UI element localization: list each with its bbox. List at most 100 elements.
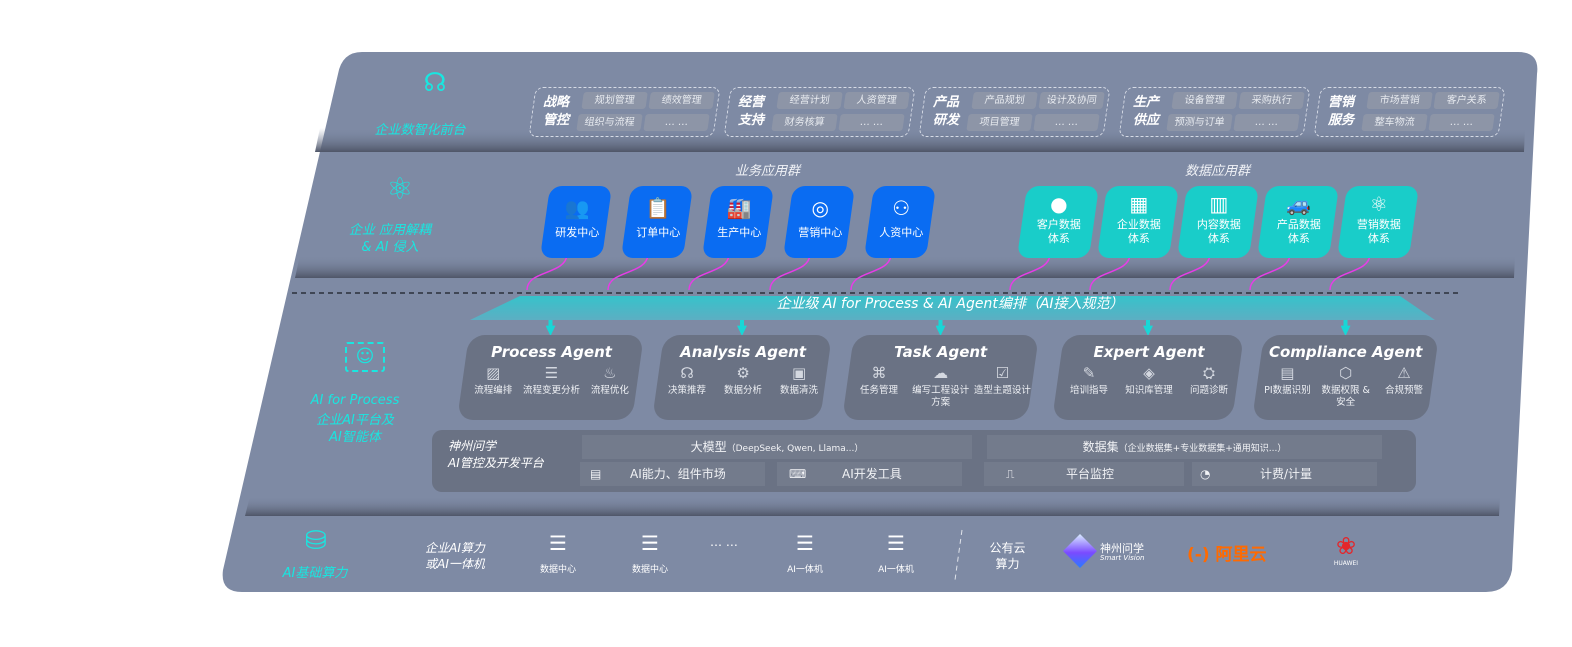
agent-capability[interactable]: ☁ 编写工程设计方案: [910, 364, 971, 409]
tile-label: 人资中心: [879, 226, 924, 239]
category-item[interactable]: 整车物流: [1361, 114, 1428, 131]
category-item[interactable]: 经营计划: [776, 92, 843, 109]
category-item[interactable]: 市场营销: [1366, 92, 1433, 109]
agent-card[interactable]: Compliance Agent ▤ PI数据识别 ⬡ 数据权限 & 安全 ⚠ 合规预警: [1252, 335, 1439, 420]
data-group-title: 数据应用群: [1185, 164, 1251, 179]
data-tile[interactable]: ⚛ 营销数据 体系: [1336, 186, 1420, 258]
agent-card[interactable]: Task Agent ⌘ 任务管理 ☁ 编写工程设计方案 ☑ 造型主题设计: [842, 335, 1039, 420]
category-item[interactable]: 预测与订单: [1166, 114, 1233, 131]
category-item[interactable]: … …: [643, 114, 710, 131]
business-tile[interactable]: 📋 订单中心: [620, 186, 694, 258]
capability-label: 知识库管理: [1125, 385, 1173, 396]
molecule-icon: ⚛: [386, 172, 414, 207]
tile-label: 订单中心: [636, 226, 681, 239]
model-bar: 大模型（DeepSeek, Qwen, Llama...）: [582, 435, 972, 459]
down-arrow-icon: [935, 320, 946, 336]
connector-arrow: [1009, 254, 1051, 291]
agent-capability[interactable]: ⛭ 问题诊断: [1179, 364, 1238, 397]
data-tile[interactable]: ▥ 内容数据 体系: [1176, 186, 1260, 258]
capability-label: 培训指导: [1070, 385, 1109, 396]
agent-card[interactable]: Analysis Agent ☊ 决策推荐 ⚙ 数据分析 ▣ 数据清洗: [652, 335, 832, 420]
business-tile[interactable]: 🏭 生产中心: [701, 186, 775, 258]
people-icon: ⚇: [892, 196, 911, 220]
business-tile[interactable]: 👥 研发中心: [539, 186, 613, 258]
category-item[interactable]: 人资管理: [843, 92, 910, 109]
chart-icon: ▨: [486, 364, 501, 382]
category-item[interactable]: … …: [1428, 114, 1495, 131]
capability-label: 流程变更分析: [523, 385, 581, 396]
agent-capability[interactable]: ◈ 知识库管理: [1119, 364, 1178, 397]
category-item[interactable]: 组织与流程: [576, 114, 643, 131]
agent-capability[interactable]: ▣ 数据清洗: [771, 364, 826, 397]
public-compute-label: 公有云 算力: [989, 541, 1026, 571]
tool-label: 计费/计量: [1260, 467, 1313, 481]
tool-label: AI开发工具: [842, 467, 902, 481]
category-item[interactable]: … …: [1233, 114, 1300, 131]
tool-market[interactable]: ▤ AI能力、组件市场: [580, 462, 765, 486]
layer-divider: [315, 128, 1525, 152]
agent-capability[interactable]: ▤ PI数据识别: [1258, 364, 1316, 409]
data-tile[interactable]: 🚙 产品数据 体系: [1256, 186, 1340, 258]
down-arrow-icon: [737, 320, 747, 336]
data-tile[interactable]: ● 客户数据 体系: [1016, 186, 1100, 258]
agent-capability[interactable]: ⬡ 数据权限 & 安全: [1317, 364, 1375, 409]
server-label: 数据中心: [631, 565, 668, 575]
connector-arrow: [850, 254, 892, 291]
user-icon: ●: [1050, 192, 1068, 216]
category-item[interactable]: 产品规划: [971, 92, 1038, 109]
category-item[interactable]: 规划管理: [581, 92, 648, 109]
orchestration-band: [470, 296, 1435, 320]
category-item[interactable]: … …: [1033, 114, 1100, 131]
agent-capability[interactable]: ⚠ 合规预警: [1375, 364, 1433, 409]
dataset-label: 数据集: [1082, 440, 1119, 454]
smartvision-en: Smart Vision: [1100, 554, 1145, 562]
agent-card[interactable]: Expert Agent ✎ 培训指导 ◈ 知识库管理 ⛭ 问题诊断: [1052, 335, 1244, 420]
task-icon: ⌘: [871, 364, 887, 382]
agent-title: Compliance Agent: [1268, 343, 1423, 361]
target-icon: ◎: [811, 196, 829, 220]
category-group: 营销 服务 市场营销 客户关系 整车物流… …: [1313, 87, 1506, 137]
category-item[interactable]: 设计及协同: [1038, 92, 1105, 109]
category-item[interactable]: 客户关系: [1433, 92, 1500, 109]
agent-capability[interactable]: ⌘ 任务管理: [849, 364, 910, 409]
ellipsis: … …: [710, 535, 738, 549]
layer-label-infra: AI基础算力: [282, 566, 348, 581]
connector-arrow: [688, 254, 730, 291]
tile-label: 研发中心: [555, 226, 600, 239]
down-arrow-icon: [1340, 320, 1351, 336]
category-item[interactable]: 项目管理: [966, 114, 1033, 131]
category-item[interactable]: 采购执行: [1238, 92, 1305, 109]
tile-label: 营销数据 体系: [1356, 218, 1401, 245]
tool-monitor[interactable]: ⎍ 平台监控: [984, 462, 1184, 486]
agent-capability[interactable]: ✎ 培训指导: [1059, 364, 1118, 397]
agent-capability[interactable]: ☊ 决策推荐: [659, 364, 714, 397]
category-item[interactable]: 设备管理: [1171, 92, 1238, 109]
down-arrow-icon: [545, 320, 556, 336]
agent-capability[interactable]: ♨ 流程优化: [581, 364, 639, 397]
tool-billing[interactable]: ◔ 计费/计量: [1192, 462, 1377, 486]
connector-arrow: [526, 254, 568, 291]
layer-divider: [295, 255, 1515, 278]
agent-capability[interactable]: ☑ 造型主题设计: [972, 364, 1033, 409]
business-tile[interactable]: ⚇ 人资中心: [863, 186, 937, 258]
category-item[interactable]: 绩效管理: [648, 92, 715, 109]
aliyun-mark: (-): [1187, 545, 1210, 565]
capability-label: 流程编排: [474, 385, 513, 396]
atom-icon: ⚛: [1369, 192, 1388, 216]
agent-card[interactable]: Process Agent ▨ 流程编排 ☰ 流程变更分析 ♨ 流程优化: [457, 335, 644, 420]
agent-capability[interactable]: ☰ 流程变更分析: [523, 364, 581, 397]
category-name: 产品 研发: [933, 95, 960, 128]
category-item[interactable]: … …: [838, 114, 905, 131]
category-group: 生产 供应 设备管理 采购执行 预测与订单… …: [1118, 87, 1311, 137]
aliyun-logo: (-) 阿里云: [1187, 540, 1267, 565]
category-item[interactable]: 财务核算: [771, 114, 838, 131]
data-tile[interactable]: ▦ 企业数据 体系: [1096, 186, 1180, 258]
business-tile[interactable]: ◎ 营销中心: [782, 186, 856, 258]
connector-arrow: [1089, 254, 1131, 291]
diagnose-icon: ⛭: [1203, 364, 1216, 382]
capability-label: 合规预警: [1385, 385, 1424, 396]
agent-capability[interactable]: ▨ 流程编排: [464, 364, 522, 397]
tool-devtools[interactable]: ⌨ AI开发工具: [777, 462, 962, 486]
agent-capability[interactable]: ⚙ 数据分析: [715, 364, 770, 397]
connector-arrow: [1329, 254, 1371, 291]
